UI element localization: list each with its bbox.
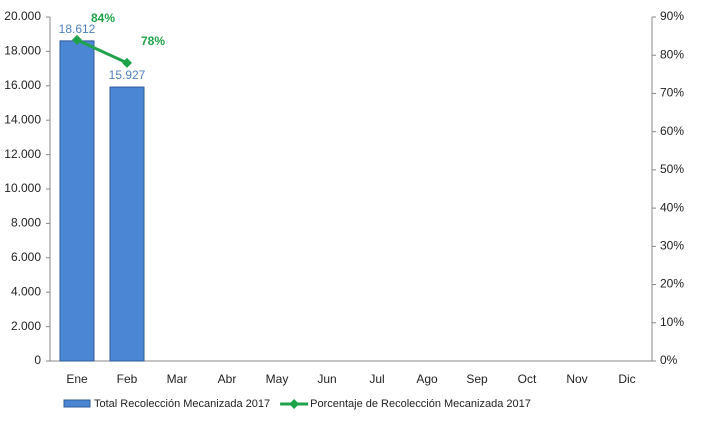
legend-marker xyxy=(289,399,300,409)
y-tick-label: 4.000 xyxy=(11,284,41,298)
line-value-label: 78% xyxy=(141,34,165,48)
y2-tick-label: 10% xyxy=(660,315,684,329)
y2-tick-label: 20% xyxy=(660,277,684,291)
x-tick-label: Oct xyxy=(518,372,537,386)
y-tick-label: 20.000 xyxy=(4,9,41,23)
legend-label: Total Recolección Mecanizada 2017 xyxy=(94,398,270,410)
x-tick-label: Jul xyxy=(369,372,384,386)
y-tick-label: 10.000 xyxy=(4,181,41,195)
legend-label: Porcentaje de Recolección Mecanizada 201… xyxy=(310,398,531,410)
x-tick-label: Nov xyxy=(566,372,587,386)
y-tick-label: 18.000 xyxy=(4,44,41,58)
y2-tick-label: 60% xyxy=(660,124,684,138)
x-tick-label: Dic xyxy=(618,372,635,386)
line xyxy=(76,38,128,65)
y-tick-label: 12.000 xyxy=(4,147,41,161)
bar xyxy=(59,40,95,362)
x-tick-label: May xyxy=(266,372,289,386)
x-tick-label: Sep xyxy=(466,372,488,386)
x-tick-label: Jun xyxy=(317,372,336,386)
y2-tick-label: 90% xyxy=(660,9,684,23)
y-tick-label: 6.000 xyxy=(11,250,41,264)
line-value-label: 84% xyxy=(91,11,115,25)
legend-swatch xyxy=(63,399,91,408)
y2-tick-label: 30% xyxy=(660,239,684,253)
y-tick-label: 14.000 xyxy=(4,112,41,126)
y2-tick-label: 70% xyxy=(660,86,684,100)
y2-tick-label: 50% xyxy=(660,162,684,176)
x-tick-label: Ene xyxy=(66,372,88,386)
line-marker xyxy=(72,34,82,45)
x-tick-label: Mar xyxy=(167,372,188,386)
bar-value-label: 18.612 xyxy=(59,22,96,36)
y-tick-label: 0 xyxy=(34,353,41,367)
x-tick-label: Ago xyxy=(416,372,438,386)
x-tick-label: Abr xyxy=(218,372,237,386)
y-tick-label: 16.000 xyxy=(4,78,41,92)
y2-tick-label: 40% xyxy=(660,200,684,214)
y-tick-label: 8.000 xyxy=(11,216,41,230)
line-marker xyxy=(122,57,132,68)
bar-value-label: 15.927 xyxy=(109,68,146,82)
y-tick-label: 2.000 xyxy=(11,319,41,333)
y2-tick-label: 80% xyxy=(660,47,684,61)
x-tick-label: Feb xyxy=(117,372,138,386)
y2-tick-label: 0% xyxy=(660,353,678,367)
bar xyxy=(109,86,145,362)
